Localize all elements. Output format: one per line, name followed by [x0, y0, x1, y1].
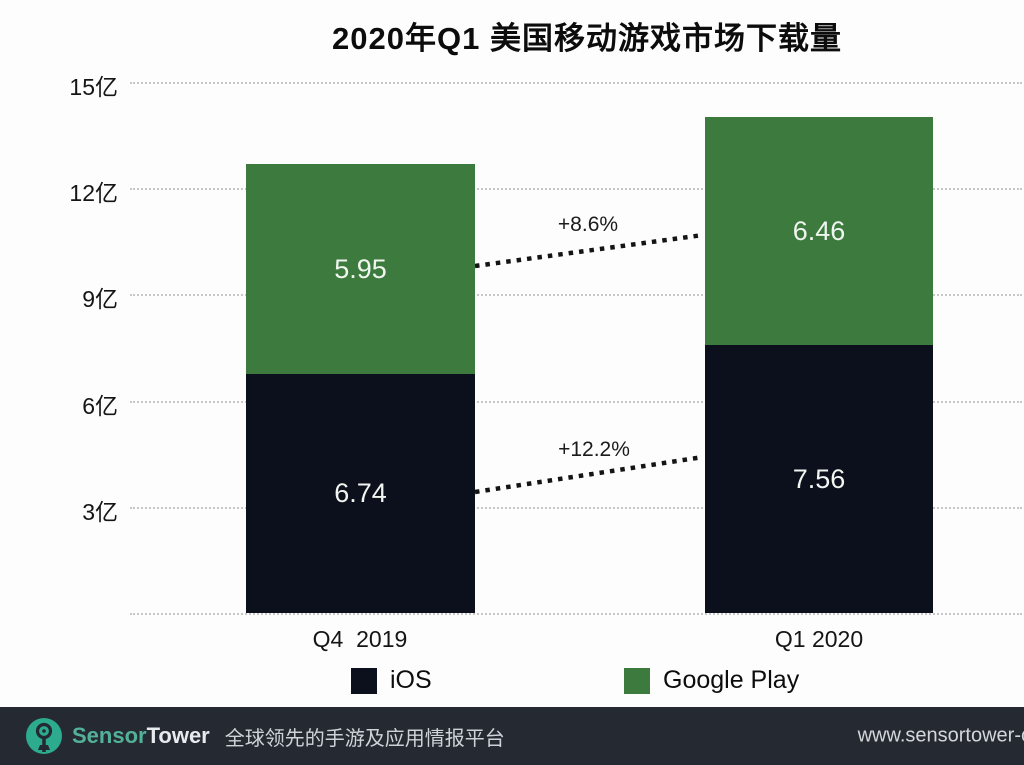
chart-title: 2020年Q1 美国移动游戏市场下载量: [332, 21, 842, 56]
growth-annotation-ios: +12.2%: [558, 438, 630, 461]
gridline-3亿: [130, 506, 1022, 509]
legend-item-ios: iOS: [351, 666, 432, 695]
legend-label-ios: iOS: [390, 666, 432, 694]
bar-q4-2019-google-play: 5.95: [246, 163, 475, 375]
legend-swatch-ios: [351, 667, 377, 694]
bar-value-label: 6.74: [334, 478, 387, 509]
y-axis-tick-label-12: 12亿: [69, 180, 118, 207]
bar-q1-2020-google-play: 6.46: [705, 116, 933, 346]
gridline-0亿: [130, 613, 1022, 615]
growth-line-ios: [474, 454, 704, 495]
brand-tagline: 全球领先的手游及应用情报平台: [224, 727, 505, 750]
legend-label-google-play: Google Play: [663, 666, 800, 694]
sensortower-logo-icon: [26, 718, 62, 754]
legend-swatch-google-play: [624, 667, 650, 694]
gridline-9亿: [130, 294, 1022, 297]
brand-name-sensor: Sensor: [72, 723, 147, 748]
bar-q1-2020-ios: 7.56: [705, 345, 933, 613]
growth-annotation-google-play: +8.6%: [557, 213, 619, 236]
gridline-12亿: [130, 188, 1022, 191]
bar-value-label: 5.95: [334, 253, 387, 284]
y-axis-tick-label-15: 15亿: [69, 74, 118, 100]
bar-value-label: 7.56: [792, 463, 846, 494]
brand-name-tower: Tower: [146, 723, 210, 748]
y-axis-tick-label-9: 9亿: [82, 286, 118, 313]
bar-value-label: 6.46: [792, 215, 846, 246]
footer-url: www.sensortower-c: [857, 724, 1024, 747]
x-axis-label-q1-2020: Q1 2020: [774, 626, 864, 652]
bar-q4-2019-ios: 6.74: [246, 374, 475, 613]
gridline-15亿: [130, 82, 1022, 84]
growth-line-google-play: [474, 232, 704, 269]
gridline-6亿: [130, 400, 1022, 403]
x-axis-label-q4-2019: Q4 2019: [312, 626, 408, 652]
y-axis-tick-label-3: 3亿: [82, 498, 118, 525]
brand-name: SensorTower: [72, 723, 210, 749]
footer-bar: SensorTower 全球领先的手游及应用情报平台 www.sensortow…: [0, 707, 1024, 765]
legend-item-google-play: Google Play: [624, 666, 799, 695]
y-axis-tick-label-6: 6亿: [82, 392, 118, 419]
